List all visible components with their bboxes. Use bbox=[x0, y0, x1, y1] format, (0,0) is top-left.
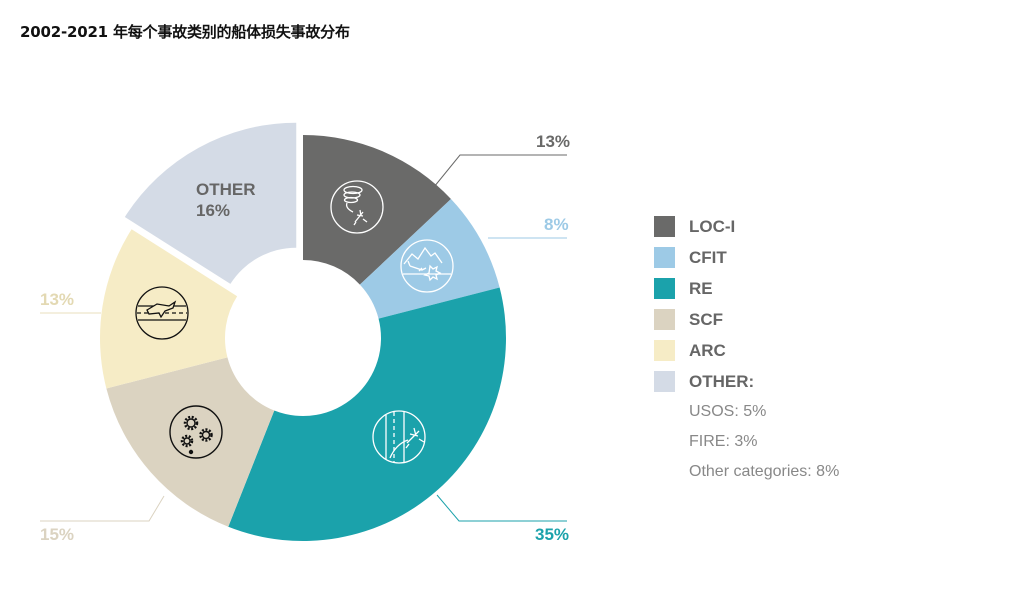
chart-title: 2002-2021 年每个事故类别的船体损失事故分布 bbox=[20, 23, 350, 41]
legend-label: OTHER: bbox=[689, 371, 755, 391]
legend-sub-usos: USOS: 5% bbox=[689, 403, 767, 420]
legend-sub-other-categories: Other categories: 8% bbox=[689, 463, 840, 480]
terrain-impact-icon bbox=[400, 239, 454, 293]
label-cfit-pct: 8% bbox=[544, 215, 569, 234]
legend-swatch bbox=[654, 309, 675, 330]
legend-item-scf: SCF bbox=[654, 304, 839, 335]
legend-swatch bbox=[654, 216, 675, 237]
slice-re bbox=[228, 287, 506, 542]
slice-other bbox=[124, 122, 297, 284]
legend-label: RE bbox=[689, 278, 713, 298]
leader-line-scf bbox=[40, 495, 165, 522]
legend-swatch bbox=[654, 340, 675, 361]
abnormal-runway-contact-icon bbox=[135, 286, 189, 340]
legend-swatch bbox=[654, 278, 675, 299]
leader-line-loci bbox=[433, 154, 567, 188]
loss-of-control-icon bbox=[330, 180, 384, 234]
slice-cfit bbox=[359, 199, 500, 319]
legend-item-arc: ARC bbox=[654, 335, 839, 366]
gears-icon bbox=[169, 405, 223, 459]
legend-sub-fire: FIRE: 3% bbox=[689, 433, 758, 450]
label-other-name: OTHER bbox=[196, 180, 256, 199]
label-scf-pct: 15% bbox=[40, 525, 75, 544]
label-other-pct: 16% bbox=[196, 201, 231, 220]
legend-swatch bbox=[654, 247, 675, 268]
label-arc-pct: 13% bbox=[40, 290, 75, 309]
legend-item-cfit: CFIT bbox=[654, 242, 839, 273]
legend-label: ARC bbox=[689, 340, 726, 360]
donut-slices bbox=[100, 122, 506, 542]
legend-label: SCF bbox=[689, 309, 723, 329]
runway-excursion-icon bbox=[372, 410, 426, 464]
legend-item-other: OTHER: bbox=[654, 366, 839, 397]
legend: LOC-I CFIT RE SCF ARC OTHER: USOS: 5% FIRE: 3… bbox=[654, 211, 839, 487]
label-other: OTHER 16% bbox=[196, 179, 256, 221]
legend-item-loci: LOC-I bbox=[654, 211, 839, 242]
legend-item-re: RE bbox=[654, 273, 839, 304]
legend-swatch bbox=[654, 371, 675, 392]
label-re-pct: 35% bbox=[535, 525, 570, 544]
legend-label: CFIT bbox=[689, 247, 727, 267]
label-loci-pct: 13% bbox=[536, 132, 571, 151]
leader-line-re bbox=[436, 494, 567, 522]
slice-loci bbox=[303, 135, 451, 285]
legend-label: LOC-I bbox=[689, 216, 736, 236]
